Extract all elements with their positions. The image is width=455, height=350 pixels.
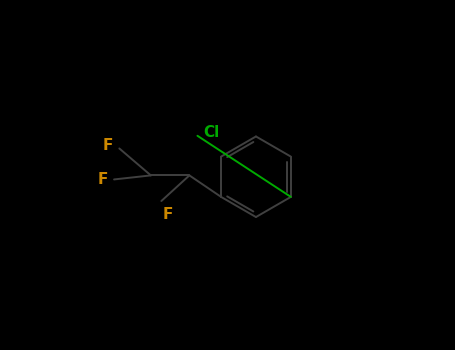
- Text: F: F: [97, 172, 108, 187]
- Text: F: F: [103, 138, 113, 153]
- Text: Cl: Cl: [203, 125, 220, 140]
- Text: F: F: [163, 207, 173, 222]
